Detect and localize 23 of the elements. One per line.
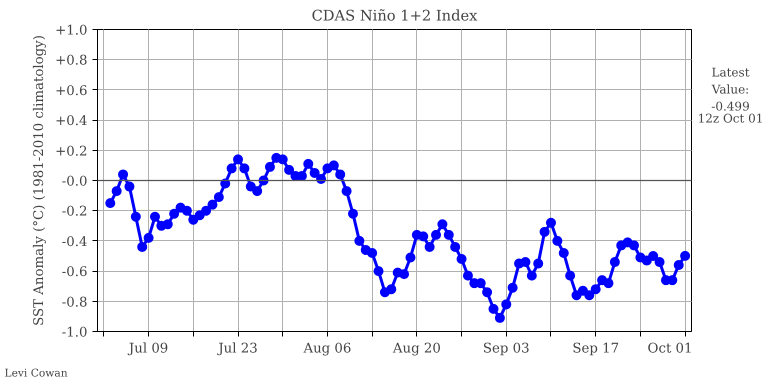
y-tick-label: +0.6 xyxy=(55,84,88,99)
y-tick-label: -0.2 xyxy=(62,204,88,220)
x-tick-label: Aug 06 xyxy=(302,342,352,356)
text: Levi Cowan xyxy=(4,366,68,380)
y-tick-label: -1.0 xyxy=(62,326,88,340)
y-axis-title: SST Anomaly (°C) (1981-2010 climatology) xyxy=(32,35,48,326)
y-tick-label: -0.6 xyxy=(62,265,88,280)
y-tick-label: -0.8 xyxy=(62,295,88,310)
y-tick-label: +0.8 xyxy=(55,54,88,69)
x-tick-label: Sep 17 xyxy=(572,342,620,356)
y-tick-label: -0.0 xyxy=(62,174,88,190)
y-tick-label: +1.0 xyxy=(55,24,88,38)
y-tick-label: -0.4 xyxy=(62,234,88,250)
text: 12z Oct 01 xyxy=(698,111,764,126)
x-tick-label: Jul 09 xyxy=(126,342,168,356)
x-tick-label: Aug 20 xyxy=(392,342,441,356)
chart-title: CDAS Niño 1+2 Index xyxy=(312,8,478,24)
x-tick-label: Oct 01 xyxy=(648,342,693,356)
x-tick-label: Sep 03 xyxy=(482,342,530,356)
text: Latest Value: -0.499 xyxy=(710,66,750,114)
x-tick-label: Jul 23 xyxy=(216,342,258,356)
y-tick-label: +0.4 xyxy=(55,114,88,130)
y-tick-label: +0.2 xyxy=(55,144,88,160)
